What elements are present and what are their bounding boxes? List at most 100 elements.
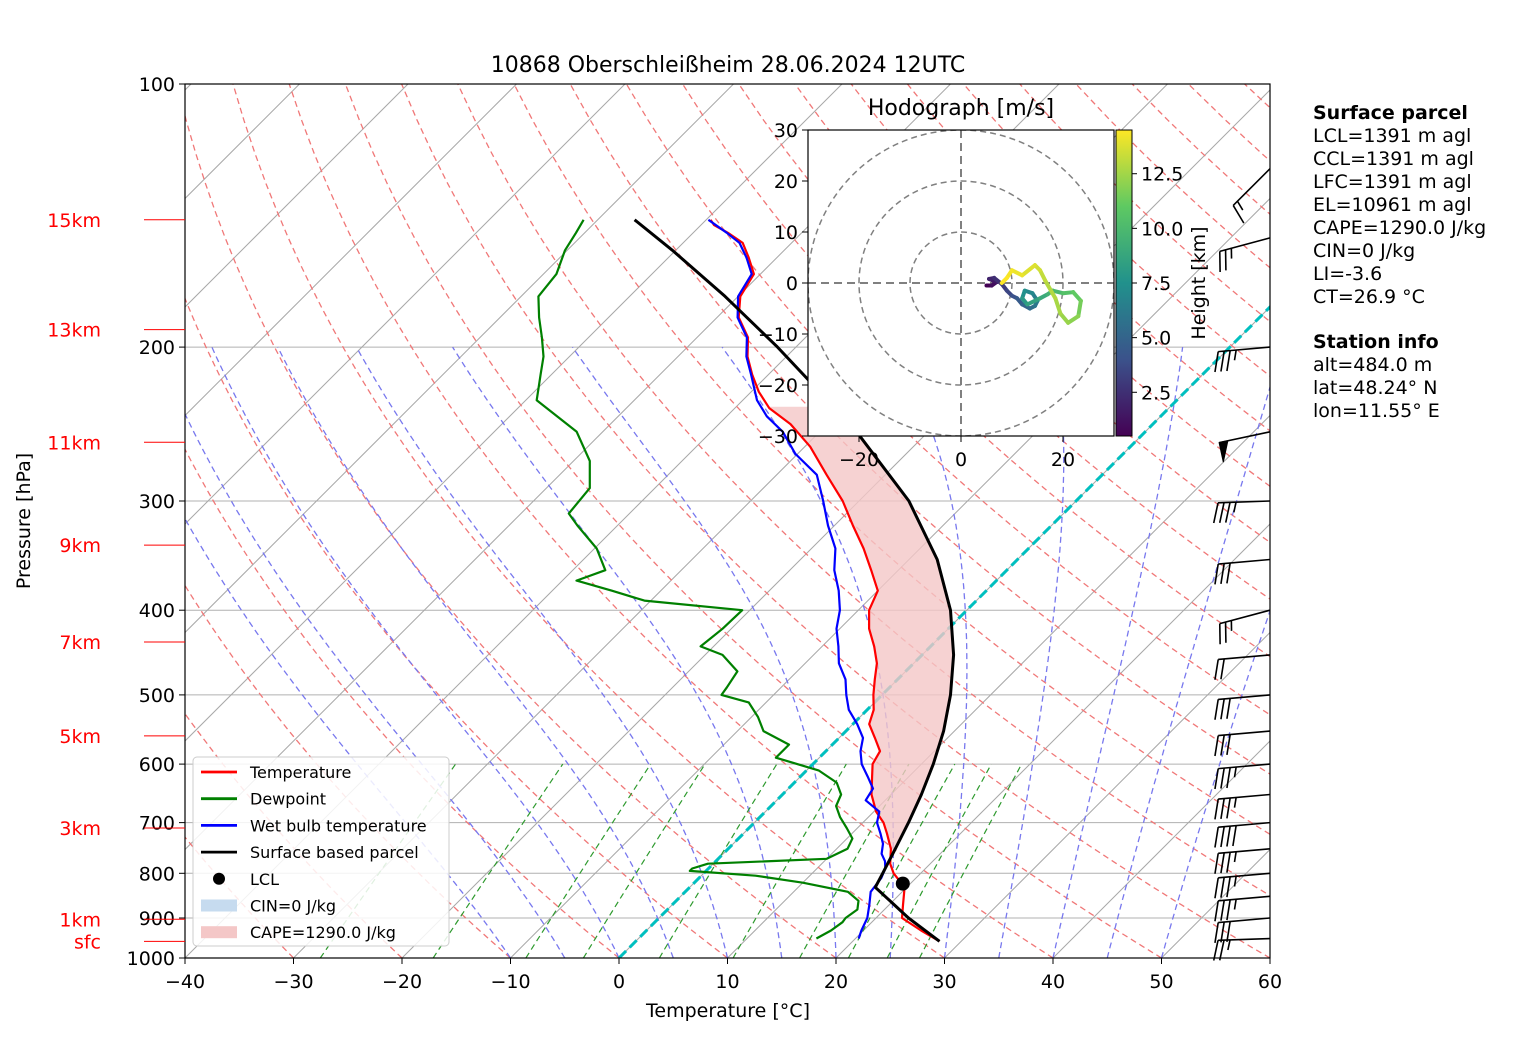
- mixing-ratio-line: [658, 763, 778, 958]
- dry-adiabat-line: [850, 84, 1270, 488]
- hodograph-segment: [1076, 298, 1083, 319]
- hodograph-segment: [1020, 263, 1037, 278]
- legend-label: Surface based parcel: [250, 843, 419, 862]
- wind-barb: [1214, 895, 1271, 922]
- wind-barb: [1214, 848, 1271, 874]
- dry-adiabat-line: [344, 84, 1162, 958]
- dry-adiabat-line: [185, 113, 837, 958]
- hodograph-segment: [1043, 278, 1058, 301]
- isotherm-line: [185, 84, 734, 634]
- series-line-surface-based-parcel: [633, 218, 956, 943]
- isotherm-line: [1052, 740, 1270, 958]
- colorbar-tick-label: 12.5: [1141, 164, 1183, 186]
- dry-adiabat-line: [288, 84, 1054, 958]
- wind-barb: [1214, 793, 1271, 820]
- dry-adiabat-line: [232, 84, 945, 958]
- y-tick-label: 800: [139, 863, 175, 885]
- hodograph-segment: [1025, 296, 1043, 307]
- wind-barb: [1218, 609, 1271, 645]
- hodograph-segment: [999, 275, 1009, 285]
- hodograph-y-tick-label: 20: [774, 171, 798, 193]
- hodograph-x-tick-label: 0: [955, 449, 967, 471]
- y-tick-label: 200: [139, 337, 175, 359]
- height-label: sfc: [74, 931, 101, 953]
- isotherm-line: [185, 84, 409, 308]
- isotherm-line: [185, 84, 626, 525]
- station-info-line: lat=48.24° N: [1313, 377, 1438, 399]
- x-tick-label: 20: [824, 971, 848, 993]
- hodograph-y-tick-label: 30: [774, 120, 798, 142]
- x-tick-label: 50: [1149, 971, 1173, 993]
- x-tick-label: 30: [932, 971, 956, 993]
- height-label: 3km: [59, 818, 101, 840]
- hodograph-segment: [1053, 296, 1063, 316]
- legend-label: LCL: [250, 870, 279, 889]
- x-tick-label: −20: [382, 971, 422, 993]
- wind-barb: [1214, 694, 1271, 720]
- surface-parcel-line: CIN=0 J/kg: [1313, 240, 1416, 262]
- hodograph-y-tick-label: 0: [786, 273, 798, 295]
- height-label: 1km: [59, 909, 101, 931]
- height-label: 9km: [59, 535, 101, 557]
- surface-parcel-line: CT=26.9 °C: [1313, 286, 1425, 308]
- legend-label: Wet bulb temperature: [250, 816, 427, 835]
- y-tick-label: 400: [139, 600, 175, 622]
- x-tick-label: 10: [715, 971, 739, 993]
- moist-adiabat-line: [211, 346, 620, 958]
- series-line-dewpoint: [535, 219, 860, 940]
- colorbar-tick-label: 2.5: [1141, 382, 1171, 404]
- mixing-ratio-line: [918, 763, 1023, 958]
- wind-barb: [1214, 654, 1271, 680]
- legend-label: CAPE=1290.0 J/kg: [250, 923, 396, 942]
- surface-parcel-line: LCL=1391 m agl: [1313, 125, 1472, 147]
- axes: −40 −30 −20 −10 0 10 20 30 40 50 60100090080070060…: [127, 74, 1282, 993]
- hodograph-y-tick-label: −20: [758, 375, 798, 397]
- height-label: 15km: [47, 210, 101, 232]
- wind-barb: [1232, 168, 1271, 224]
- mixing-ratio-line: [732, 763, 847, 958]
- hodograph-x-tick-label: 20: [1051, 449, 1075, 471]
- height-label: 5km: [59, 726, 101, 748]
- moist-adiabat-line: [185, 517, 512, 958]
- legend-label: Temperature: [249, 763, 351, 782]
- x-tick-label: −10: [490, 971, 530, 993]
- zero-isotherm-line: [617, 304, 1270, 958]
- dry-adiabat-line: [185, 447, 620, 958]
- legend-label: Dewpoint: [250, 790, 326, 809]
- chart-title: 10868 Oberschleißheim 28.06.2024 12UTC: [491, 53, 966, 78]
- isotherm-line: [185, 84, 843, 742]
- moist-adiabat-line: [998, 347, 1065, 958]
- isotherm-line: [727, 414, 1270, 958]
- wind-barb: [1214, 872, 1271, 899]
- mixing-ratio-line: [432, 763, 564, 958]
- isotherm-line: [510, 197, 1270, 958]
- colorbar-tick-label: 7.5: [1141, 273, 1171, 295]
- dry-adiabat-line: [513, 84, 1270, 836]
- wind-barb: [1214, 763, 1271, 790]
- moist-adiabat-line: [1160, 608, 1270, 958]
- dry-adiabat-line: [185, 712, 403, 958]
- y-axis-label: Pressure [hPa]: [13, 453, 35, 589]
- moist-adiabat-line: [894, 346, 968, 958]
- colorbar-tick-label: 5.0: [1141, 328, 1171, 350]
- mixing-ratio-line: [525, 763, 652, 958]
- lcl-marker: [895, 876, 910, 891]
- moist-adiabat-line: [1106, 384, 1270, 958]
- surface-parcel-header: Surface parcel: [1313, 102, 1468, 124]
- legend-box: [192, 756, 450, 947]
- hodograph-segment: [1066, 314, 1081, 325]
- colorbar-tick-label: 10.0: [1141, 218, 1183, 240]
- legend: Temperature Dewpoint Wet bulb temperature S…: [192, 756, 450, 947]
- x-tick-label: −30: [273, 971, 313, 993]
- cape-area: [768, 406, 954, 888]
- moist-adiabat-line: [277, 346, 674, 958]
- x-tick-label: −40: [165, 971, 205, 993]
- legend-swatch: [201, 926, 237, 939]
- legend-swatch: [213, 872, 225, 885]
- isotherm-line: [944, 631, 1270, 958]
- moist-adiabat-line: [452, 346, 783, 958]
- wind-barb: [1214, 730, 1271, 757]
- x-tick-label: 0: [613, 971, 625, 993]
